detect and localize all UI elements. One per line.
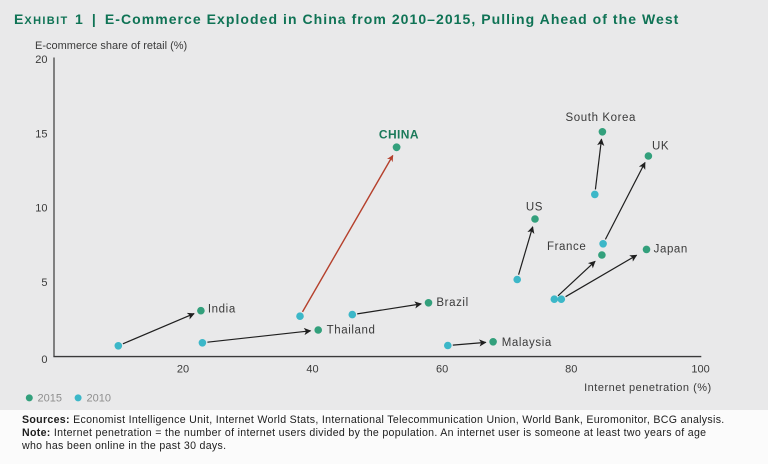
svg-text:80: 80 [565, 364, 577, 376]
svg-text:UK: UK [652, 141, 669, 153]
svg-text:South Korea: South Korea [566, 112, 637, 124]
svg-text:100: 100 [691, 364, 709, 376]
svg-text:2015: 2015 [38, 393, 62, 405]
svg-text:Japan: Japan [654, 243, 688, 255]
svg-text:CHINA: CHINA [379, 128, 419, 142]
svg-text:20: 20 [35, 54, 47, 66]
svg-text:Malaysia: Malaysia [502, 337, 552, 349]
svg-text:India: India [208, 304, 236, 316]
svg-text:60: 60 [436, 364, 448, 376]
svg-text:France: France [547, 241, 586, 253]
svg-text:40: 40 [306, 364, 318, 376]
svg-text:Brazil: Brazil [436, 297, 468, 309]
svg-text:US: US [526, 201, 543, 213]
svg-text:0: 0 [41, 354, 47, 366]
svg-text:Thailand: Thailand [327, 325, 376, 337]
svg-text:15: 15 [35, 129, 47, 141]
svg-text:5: 5 [41, 277, 47, 289]
svg-text:10: 10 [35, 202, 47, 214]
svg-text:2010: 2010 [87, 393, 111, 405]
svg-text:Internet penetration (%): Internet penetration (%) [584, 382, 712, 394]
svg-text:20: 20 [177, 364, 189, 376]
